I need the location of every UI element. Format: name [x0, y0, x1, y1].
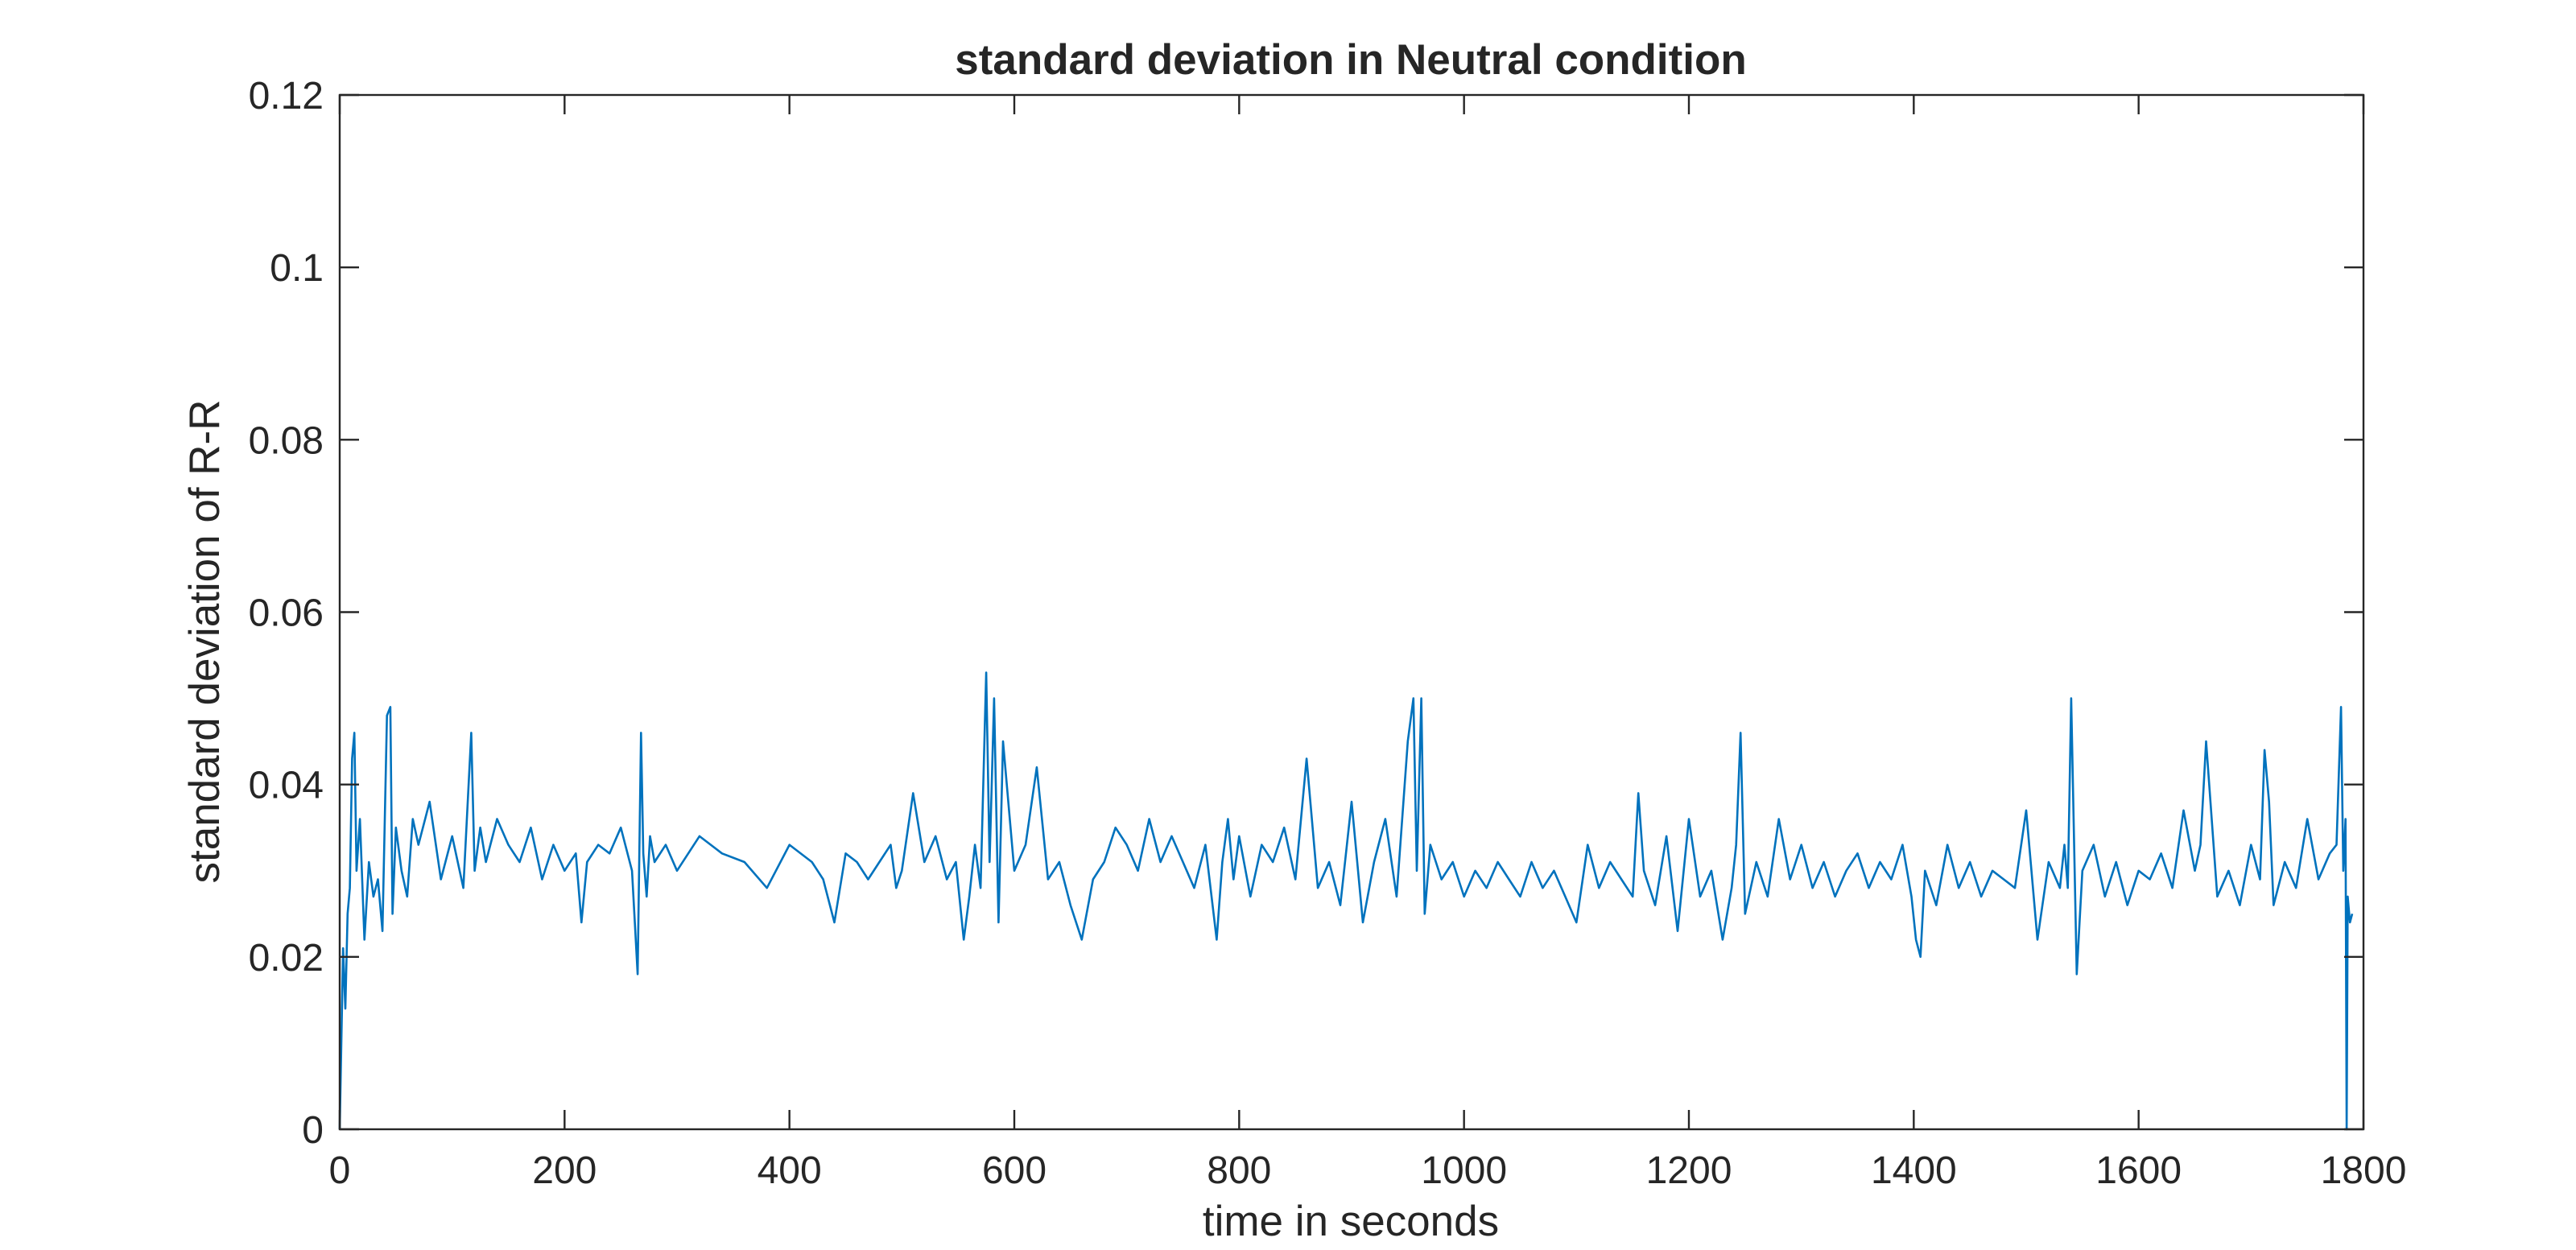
y-tick-label: 0.06	[249, 592, 324, 635]
x-axis: 0 200 400 600 800 1000 1200 1400 1600 1800	[329, 95, 2407, 1192]
y-tick-label: 0.02	[249, 937, 324, 980]
x-tick-label: 1200	[1646, 1149, 1732, 1192]
y-tick-label: 0.1	[270, 247, 324, 290]
chart-title: standard deviation in Neutral condition	[955, 36, 1747, 84]
x-tick-label: 1400	[1871, 1149, 1957, 1192]
x-tick-label: 1800	[2321, 1149, 2407, 1192]
x-tick-label: 800	[1207, 1149, 1271, 1192]
y-tick-label: 0	[302, 1109, 324, 1152]
x-tick-label: 400	[758, 1149, 822, 1192]
x-tick-label: 1000	[1421, 1149, 1507, 1192]
x-tick-label: 0	[329, 1149, 351, 1192]
x-axis-label: time in seconds	[1203, 1198, 1499, 1245]
y-tick-label: 0.04	[249, 765, 324, 807]
y-tick-label: 0.12	[249, 75, 324, 118]
series-line	[338, 671, 2354, 1131]
y-tick-label: 0.08	[249, 419, 324, 462]
x-tick-label: 1600	[2095, 1149, 2182, 1192]
y-axis: 0 0.02 0.04 0.06 0.08 0.1 0.12	[249, 75, 2363, 1152]
x-tick-label: 200	[532, 1149, 597, 1192]
y-axis-label: standard deviation of R-R	[181, 400, 229, 884]
x-tick-label: 600	[982, 1149, 1046, 1192]
